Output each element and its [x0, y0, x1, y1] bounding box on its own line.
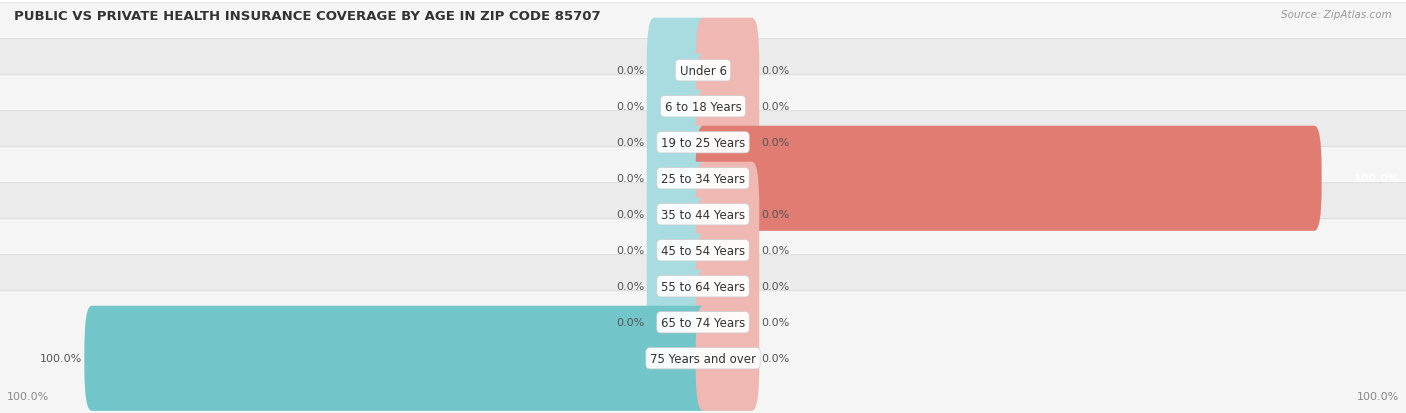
FancyBboxPatch shape	[647, 19, 710, 123]
FancyBboxPatch shape	[0, 4, 1406, 138]
FancyBboxPatch shape	[696, 198, 759, 303]
FancyBboxPatch shape	[0, 183, 1406, 318]
Text: 0.0%: 0.0%	[617, 210, 645, 220]
FancyBboxPatch shape	[0, 76, 1406, 210]
Text: 100.0%: 100.0%	[41, 354, 83, 363]
FancyBboxPatch shape	[0, 255, 1406, 390]
Text: PUBLIC VS PRIVATE HEALTH INSURANCE COVERAGE BY AGE IN ZIP CODE 85707: PUBLIC VS PRIVATE HEALTH INSURANCE COVER…	[14, 10, 600, 23]
FancyBboxPatch shape	[647, 90, 710, 195]
Text: 19 to 25 Years: 19 to 25 Years	[661, 136, 745, 150]
FancyBboxPatch shape	[696, 270, 759, 375]
FancyBboxPatch shape	[0, 112, 1406, 246]
Text: 55 to 64 Years: 55 to 64 Years	[661, 280, 745, 293]
Text: 0.0%: 0.0%	[617, 282, 645, 292]
FancyBboxPatch shape	[0, 147, 1406, 282]
Text: Under 6: Under 6	[679, 64, 727, 78]
FancyBboxPatch shape	[696, 306, 759, 411]
Text: 0.0%: 0.0%	[761, 102, 789, 112]
Text: 0.0%: 0.0%	[617, 174, 645, 184]
FancyBboxPatch shape	[84, 306, 710, 411]
FancyBboxPatch shape	[647, 55, 710, 159]
Text: Source: ZipAtlas.com: Source: ZipAtlas.com	[1281, 10, 1392, 20]
FancyBboxPatch shape	[696, 162, 759, 267]
Text: 0.0%: 0.0%	[761, 138, 789, 148]
FancyBboxPatch shape	[0, 291, 1406, 413]
Text: 0.0%: 0.0%	[617, 66, 645, 76]
Text: 0.0%: 0.0%	[761, 318, 789, 328]
Text: 45 to 54 Years: 45 to 54 Years	[661, 244, 745, 257]
Text: 0.0%: 0.0%	[761, 246, 789, 256]
Text: 100.0%: 100.0%	[7, 392, 49, 401]
Text: 75 Years and over: 75 Years and over	[650, 352, 756, 365]
FancyBboxPatch shape	[647, 126, 710, 231]
Text: 6 to 18 Years: 6 to 18 Years	[665, 100, 741, 114]
Text: 0.0%: 0.0%	[617, 246, 645, 256]
Text: 35 to 44 Years: 35 to 44 Years	[661, 208, 745, 221]
Text: 100.0%: 100.0%	[1354, 174, 1400, 184]
FancyBboxPatch shape	[0, 219, 1406, 354]
Text: 0.0%: 0.0%	[617, 318, 645, 328]
FancyBboxPatch shape	[696, 126, 1322, 231]
Text: 0.0%: 0.0%	[761, 66, 789, 76]
Text: 0.0%: 0.0%	[761, 210, 789, 220]
Text: 0.0%: 0.0%	[761, 282, 789, 292]
FancyBboxPatch shape	[647, 198, 710, 303]
FancyBboxPatch shape	[647, 162, 710, 267]
FancyBboxPatch shape	[696, 234, 759, 339]
Text: 0.0%: 0.0%	[617, 138, 645, 148]
FancyBboxPatch shape	[696, 90, 759, 195]
Text: 100.0%: 100.0%	[1357, 392, 1399, 401]
Text: 25 to 34 Years: 25 to 34 Years	[661, 172, 745, 185]
FancyBboxPatch shape	[696, 55, 759, 159]
FancyBboxPatch shape	[647, 234, 710, 339]
FancyBboxPatch shape	[0, 40, 1406, 174]
Text: 0.0%: 0.0%	[761, 354, 789, 363]
Text: 0.0%: 0.0%	[617, 102, 645, 112]
FancyBboxPatch shape	[647, 270, 710, 375]
FancyBboxPatch shape	[696, 19, 759, 123]
Text: 65 to 74 Years: 65 to 74 Years	[661, 316, 745, 329]
